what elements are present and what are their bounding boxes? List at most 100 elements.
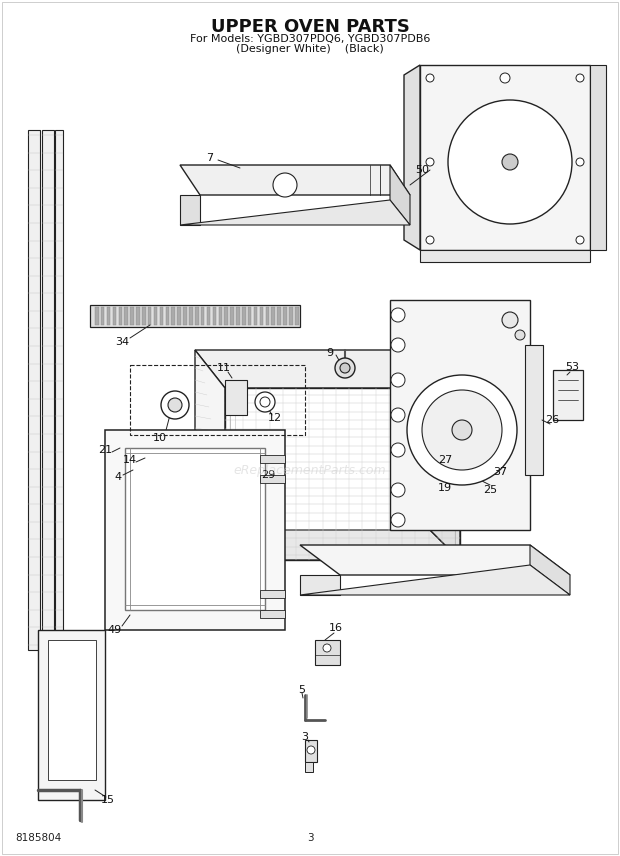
Bar [90,305,300,327]
Bar [272,307,275,325]
Circle shape [391,408,405,422]
Polygon shape [195,350,225,560]
Bar [55,130,63,650]
Circle shape [161,391,189,419]
Bar [230,307,234,325]
Text: 4: 4 [115,472,122,482]
Polygon shape [300,565,570,595]
Polygon shape [180,195,200,225]
Circle shape [576,158,584,166]
Bar [195,307,198,325]
Bar [142,307,146,325]
Circle shape [426,236,434,244]
Circle shape [407,375,517,485]
Bar [260,610,285,618]
Text: 3: 3 [301,732,309,742]
Circle shape [426,158,434,166]
Text: 34: 34 [115,337,129,347]
Bar [48,640,96,780]
Text: eReplacementParts.com: eReplacementParts.com [234,463,386,477]
Text: 11: 11 [217,363,231,373]
Bar [28,130,40,650]
Bar [172,307,175,325]
Bar [125,307,128,325]
Bar [283,307,286,325]
Bar [107,307,110,325]
Text: UPPER OVEN PARTS: UPPER OVEN PARTS [211,18,409,36]
Circle shape [323,644,331,652]
Polygon shape [225,388,460,560]
Bar [248,307,252,325]
Circle shape [576,74,584,82]
Polygon shape [420,250,590,262]
Circle shape [391,483,405,497]
Text: 8185804: 8185804 [15,833,61,843]
Text: 16: 16 [329,623,343,633]
Circle shape [340,363,350,373]
Circle shape [500,73,510,83]
Bar [260,455,285,463]
Bar [242,307,246,325]
Circle shape [335,358,355,378]
Bar [254,307,257,325]
Text: 7: 7 [206,153,213,163]
Circle shape [391,513,405,527]
Bar [236,307,240,325]
Bar [154,307,157,325]
Text: 50: 50 [415,165,429,175]
Polygon shape [430,350,460,560]
Polygon shape [38,630,105,800]
Text: For Models: YGBD307PDQ6, YGBD307PDB6: For Models: YGBD307PDQ6, YGBD307PDB6 [190,34,430,44]
Bar [177,307,181,325]
Polygon shape [300,545,570,575]
Circle shape [391,308,405,322]
Text: 21: 21 [98,445,112,455]
Bar [295,307,298,325]
Bar [206,307,210,325]
Bar [305,740,317,762]
Bar [213,307,216,325]
Text: 27: 27 [438,455,452,465]
Polygon shape [180,165,410,195]
Text: 37: 37 [493,467,507,477]
Circle shape [452,420,472,440]
Circle shape [168,398,182,412]
Bar [201,307,205,325]
Polygon shape [420,65,590,250]
Bar [113,307,116,325]
Bar [189,307,193,325]
Circle shape [502,312,518,328]
Circle shape [502,154,518,170]
Text: 15: 15 [101,795,115,805]
Text: 14: 14 [123,455,137,465]
Text: 5: 5 [298,685,306,695]
Circle shape [576,236,584,244]
Text: 19: 19 [438,483,452,493]
Bar [224,307,228,325]
Polygon shape [195,350,460,388]
Bar [118,307,122,325]
Text: 49: 49 [108,625,122,635]
Bar [101,307,104,325]
Circle shape [515,330,525,340]
Polygon shape [315,640,340,665]
Text: 53: 53 [565,362,579,372]
Polygon shape [404,65,420,250]
Circle shape [448,100,572,224]
Text: 9: 9 [327,348,334,358]
Circle shape [422,390,502,470]
Circle shape [307,746,315,754]
Bar [305,762,313,772]
Bar [260,475,285,483]
Bar [289,307,293,325]
Bar [136,307,140,325]
Bar [260,307,264,325]
Circle shape [391,443,405,457]
Circle shape [391,373,405,387]
Bar [166,307,169,325]
Text: 12: 12 [268,413,282,423]
Text: 29: 29 [261,470,275,480]
Bar [277,307,281,325]
Polygon shape [180,200,410,225]
Polygon shape [390,165,410,225]
